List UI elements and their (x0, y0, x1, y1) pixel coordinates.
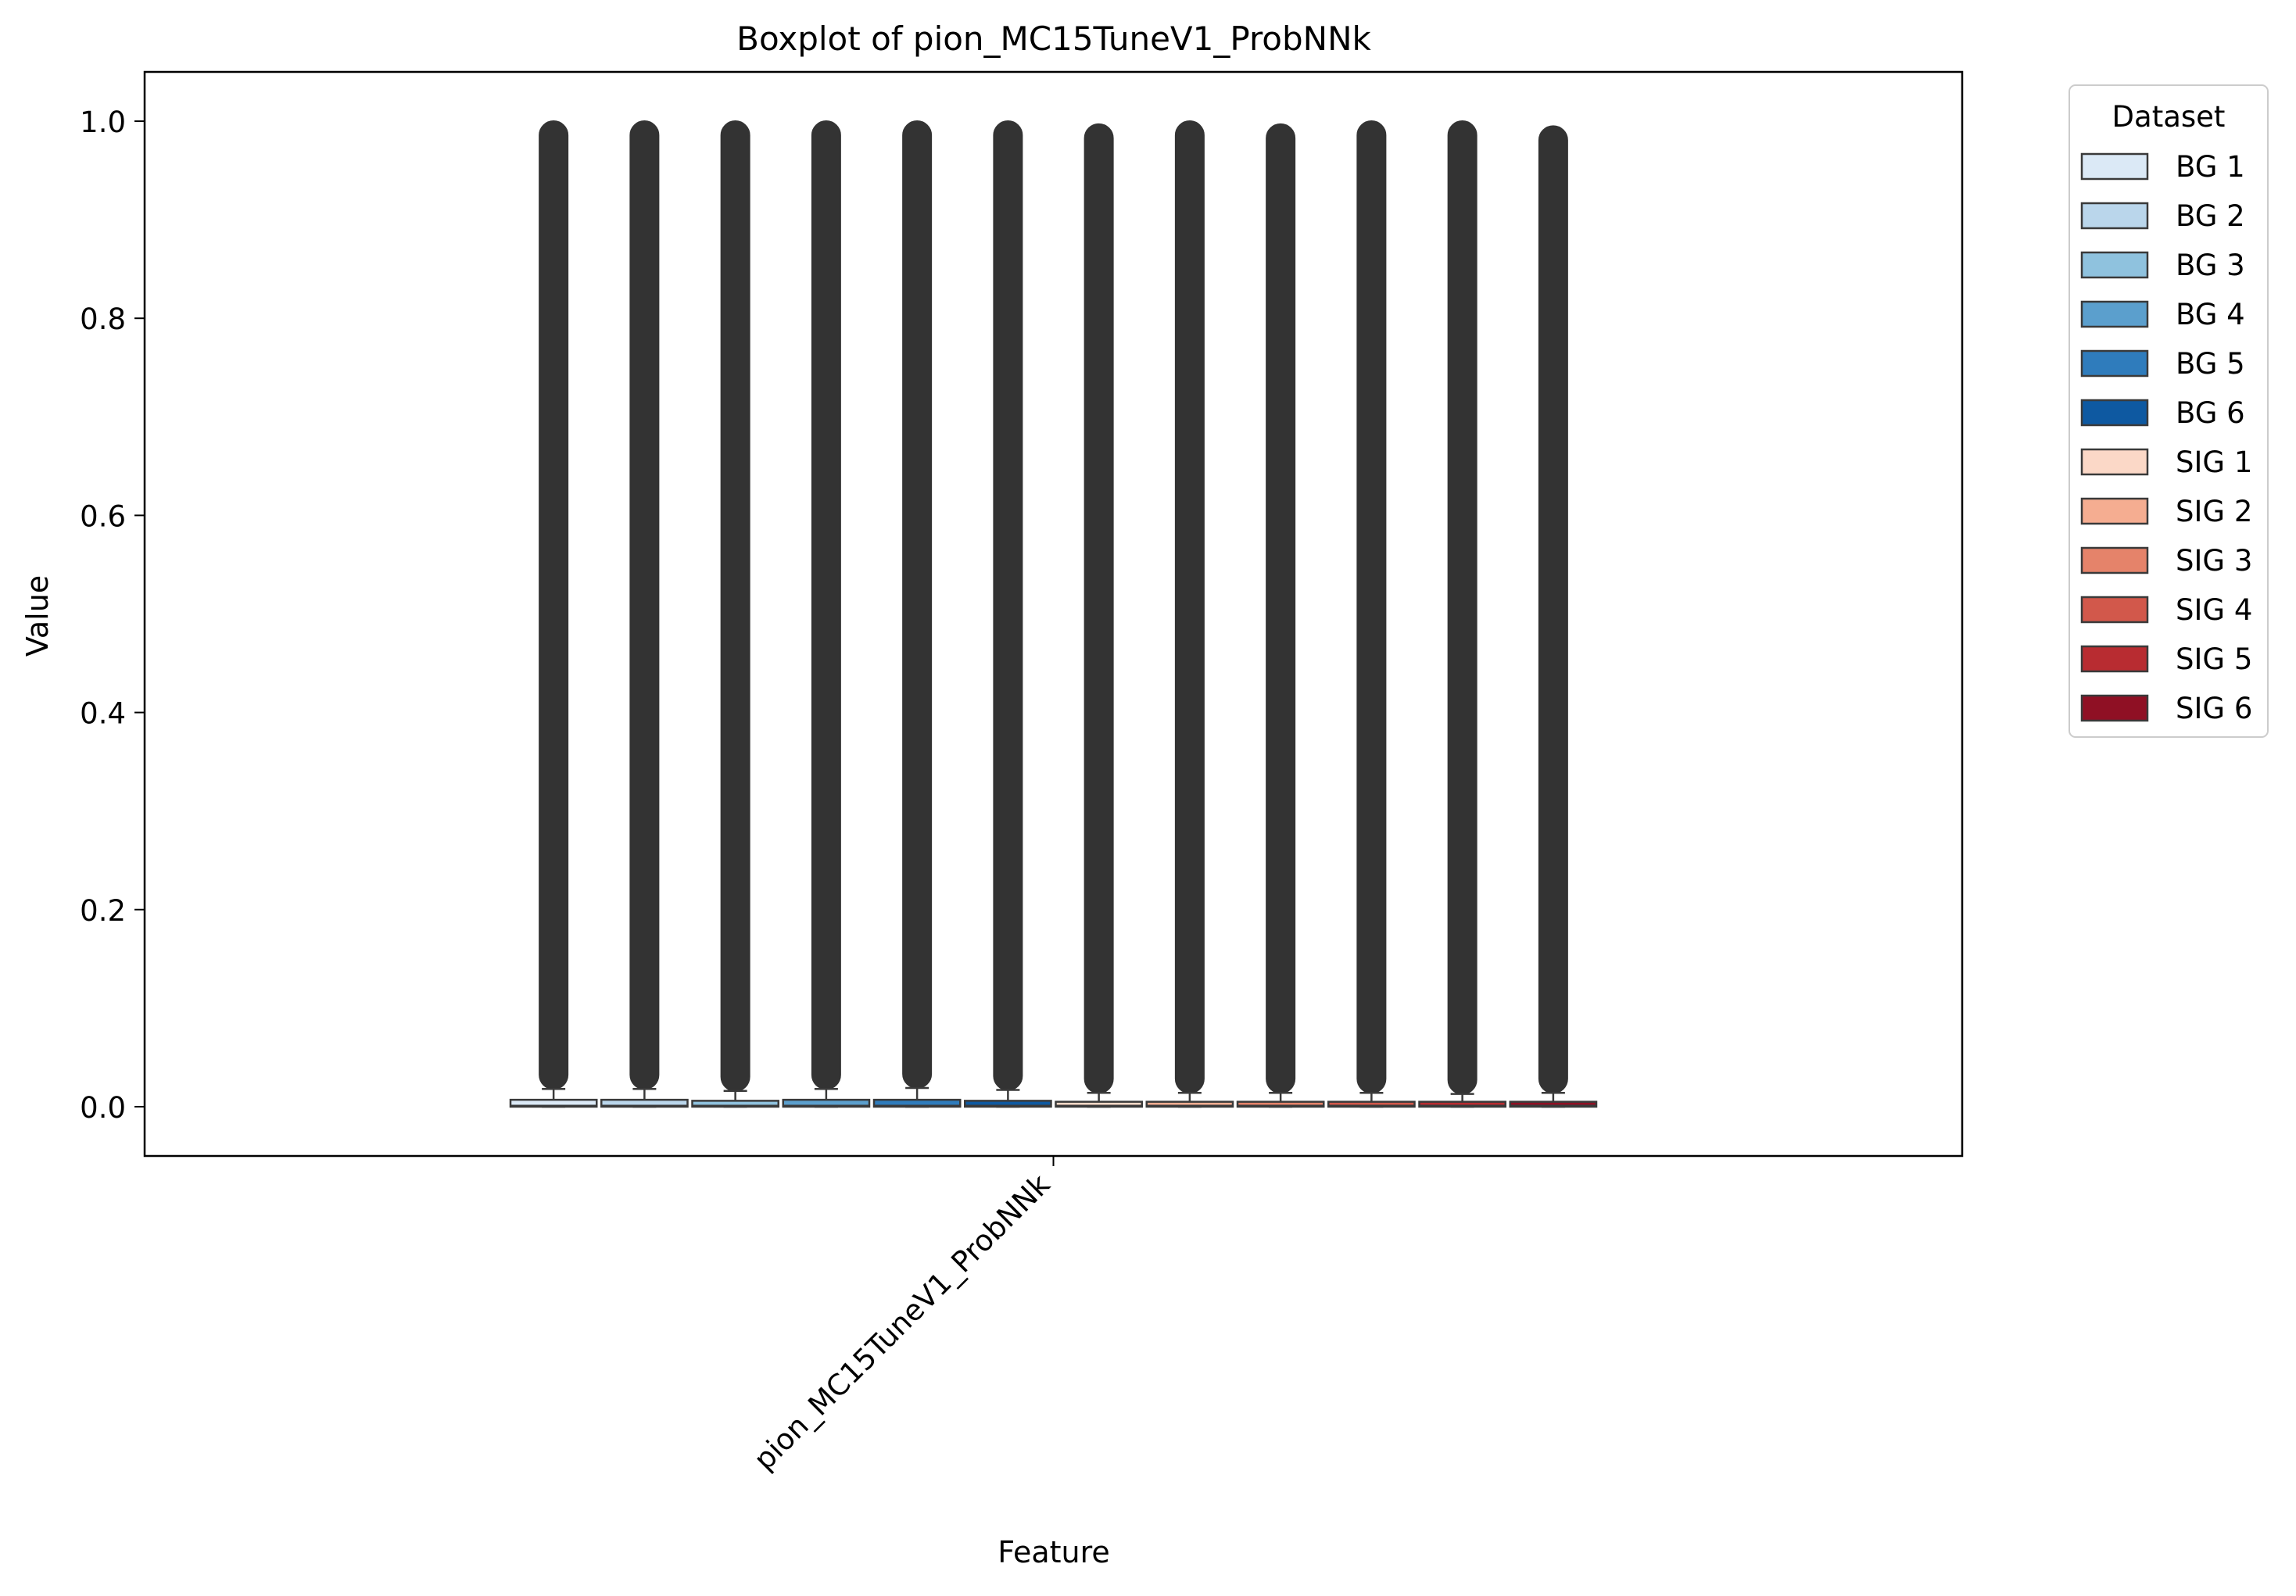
y-tick-label: 0.6 (80, 499, 126, 533)
box-sig-6 (1509, 125, 1598, 1108)
box-bg-1 (509, 120, 598, 1108)
legend: Dataset BG 1 BG 2 BG 3 BG 4 BG 5 BG 6 SIG 1 SIG … (2069, 84, 2269, 738)
outlier-points (1084, 123, 1114, 1094)
legend-swatch (2080, 251, 2149, 279)
legend-item-bg-3: BG 3 (2080, 249, 2245, 282)
legend-swatch (2080, 497, 2149, 525)
box-sig-1 (1055, 123, 1143, 1108)
legend-swatch (2080, 399, 2149, 427)
box-body (1418, 1100, 1506, 1108)
legend-swatch (2080, 645, 2149, 673)
axes-frame (143, 70, 1964, 1158)
box-body (600, 1098, 689, 1108)
box-bg-2 (600, 120, 689, 1108)
box-sig-3 (1236, 123, 1325, 1108)
outlier-points (902, 120, 933, 1089)
outlier-points (1266, 123, 1296, 1094)
box-body (691, 1100, 779, 1108)
legend-swatch (2080, 546, 2149, 574)
box-bg-4 (782, 120, 871, 1108)
legend-label: SIG 6 (2176, 692, 2252, 725)
outlier-points (1447, 120, 1478, 1095)
legend-label: SIG 4 (2176, 593, 2252, 627)
legend-item-bg-2: BG 2 (2080, 199, 2245, 233)
legend-label: SIG 1 (2176, 446, 2252, 479)
legend-label: SIG 5 (2176, 642, 2252, 676)
legend-label: SIG 2 (2176, 495, 2252, 528)
legend-item-bg-4: BG 4 (2080, 298, 2245, 331)
legend-swatch (2080, 202, 2149, 230)
box-body (509, 1098, 598, 1108)
legend-item-bg-5: BG 5 (2080, 347, 2245, 381)
outlier-points (1174, 120, 1205, 1094)
y-tick-label: 0.8 (80, 302, 126, 336)
chart-title: Boxplot of pion_MC15TuneV1_ProbNNk (736, 20, 1371, 58)
box-body (782, 1098, 871, 1108)
legend-item-sig-4: SIG 4 (2080, 593, 2252, 627)
legend-item-sig-6: SIG 6 (2080, 692, 2252, 725)
outlier-points (1538, 125, 1568, 1094)
legend-swatch (2080, 694, 2149, 722)
legend-item-sig-2: SIG 2 (2080, 495, 2252, 528)
legend-swatch (2080, 448, 2149, 476)
y-tick-label: 0.0 (80, 1091, 126, 1125)
box-body (1509, 1100, 1598, 1108)
outlier-points (811, 120, 841, 1090)
outlier-points (629, 120, 660, 1090)
legend-item-sig-1: SIG 1 (2080, 446, 2252, 479)
box-sig-5 (1418, 120, 1506, 1108)
box-body (1327, 1100, 1416, 1108)
legend-title: Dataset (2112, 100, 2226, 134)
legend-item-bg-1: BG 1 (2080, 150, 2245, 184)
legend-frame (2069, 84, 2269, 738)
box-bg-6 (964, 120, 1052, 1108)
legend-item-sig-5: SIG 5 (2080, 642, 2252, 676)
outlier-points (1356, 120, 1387, 1094)
x-axis-label: Feature (998, 1535, 1110, 1569)
box-body (1145, 1100, 1234, 1108)
legend-label: BG 3 (2176, 249, 2245, 282)
y-tick-label: 0.2 (80, 894, 126, 928)
box-body (1055, 1100, 1143, 1108)
box-body (964, 1100, 1052, 1108)
box-body (872, 1098, 962, 1108)
legend-label: BG 5 (2176, 347, 2245, 381)
legend-swatch (2080, 349, 2149, 378)
y-tick-label: 0.4 (80, 697, 126, 731)
box-body (1236, 1100, 1325, 1108)
legend-label: BG 6 (2176, 396, 2245, 430)
outlier-points (993, 120, 1023, 1091)
legend-label: BG 2 (2176, 199, 2245, 233)
legend-swatch (2080, 596, 2149, 624)
legend-item-bg-6: BG 6 (2080, 396, 2245, 430)
legend-swatch (2080, 300, 2149, 328)
legend-swatch (2080, 152, 2149, 181)
box-sig-4 (1327, 120, 1416, 1108)
y-tick-label: 1.0 (80, 106, 126, 139)
y-axis-label: Value (20, 575, 55, 657)
box-bg-3 (691, 120, 779, 1108)
outlier-points (539, 120, 569, 1090)
box-bg-5 (872, 120, 962, 1108)
outlier-points (720, 120, 750, 1092)
legend-item-sig-3: SIG 3 (2080, 544, 2252, 578)
legend-label: SIG 3 (2176, 544, 2252, 578)
legend-label: BG 4 (2176, 298, 2245, 331)
box-sig-2 (1145, 120, 1234, 1108)
legend-label: BG 1 (2176, 150, 2245, 184)
